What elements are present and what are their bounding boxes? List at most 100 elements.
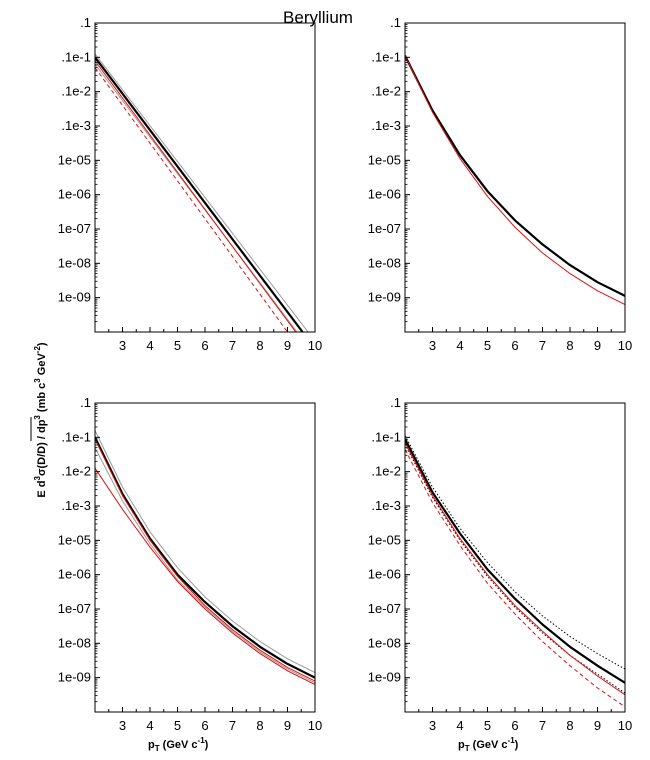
plot-frame [404, 22, 626, 333]
y-tick-label: 1e-06 [368, 187, 401, 202]
ylabel-unit-mid: GeV [36, 353, 48, 379]
x-tick-label: 8 [566, 718, 573, 733]
y-tick-label: .1e-1 [61, 49, 91, 64]
series-line-1 [405, 55, 625, 305]
y-tick-label: 1e-08 [58, 255, 91, 270]
series-line-1 [95, 447, 315, 684]
x-axis-label-right: pT (GeV c-1) [458, 736, 519, 753]
x-tick-label: 8 [256, 338, 263, 353]
series-line-0 [405, 55, 625, 297]
y-tick-label: 1e-07 [58, 221, 91, 236]
xlabel-sub: T [465, 744, 470, 753]
ylabel-sup4: -2 [33, 346, 42, 354]
y-tick-label: 1e-07 [368, 601, 401, 616]
ylabel-sigma: σ( [36, 464, 48, 476]
x-tick-label: 3 [119, 338, 126, 353]
x-tick-label: 10 [618, 718, 632, 733]
series-group [95, 53, 309, 332]
xlabel-unit: (GeV c [470, 739, 508, 751]
x-tick-label: 7 [539, 338, 546, 353]
svg-text:pT (GeV c-1): pT (GeV c-1) [148, 736, 209, 753]
x-tick-label: 4 [146, 718, 153, 733]
series-line-2 [95, 56, 304, 332]
y-tick-label: .1e-3 [371, 118, 401, 133]
ylabel-sup2: 3 [33, 415, 42, 420]
x-tick-label: 5 [174, 718, 181, 733]
y-tick-label: .1 [390, 15, 401, 30]
ylabel-sup3: 3 [33, 378, 42, 383]
y-tick-label: 1e-06 [368, 567, 401, 582]
y-tick-label: .1e-3 [61, 498, 91, 513]
x-tick-label: 5 [484, 338, 491, 353]
xlabel-sub: T [155, 744, 160, 753]
x-tick-label: 4 [456, 718, 463, 733]
xlabel-close: ) [515, 739, 519, 751]
series-line-0 [405, 435, 625, 670]
plot-frame [94, 22, 316, 333]
ylabel-sup1: 3 [33, 475, 42, 480]
xlabel-p: p [458, 739, 465, 751]
series-line-4 [95, 67, 288, 332]
svg-text:E d3σ(D/D) / dp3 (mb c3 GeV-2: E d3σ(D/D) / dp3 (mb c3 GeV-2) [33, 342, 48, 498]
series-line-2 [95, 436, 315, 679]
figure-title: Beryllium [283, 8, 353, 27]
y-tick-label: 1e-09 [58, 670, 91, 685]
series-line-0 [95, 430, 315, 673]
chart-panel-bottom-right: 3 4 5 6 7 8 9 10 .1 .1e-1 .1e-2 .1e-3 1e-05 1e-06 1e-0… [368, 395, 632, 733]
x-tick-label: 6 [201, 338, 208, 353]
y-tick-label: 1e-05 [58, 532, 91, 547]
y-tick-label: .1e-2 [61, 464, 91, 479]
x-tick-label: 6 [511, 338, 518, 353]
x-tick-label: 8 [256, 718, 263, 733]
y-tick-label: 1e-08 [58, 635, 91, 650]
y-tick-label: .1e-2 [371, 84, 401, 99]
series-group [405, 55, 625, 305]
x-tick-label: 9 [284, 718, 291, 733]
x-tick-label: 4 [146, 338, 153, 353]
ylabel-close: ) / dp [36, 419, 48, 446]
x-tick-label: 10 [308, 338, 322, 353]
y-tick-label: .1e-3 [61, 118, 91, 133]
series-line-1 [405, 438, 625, 684]
chart-panel-top-left: 3 4 5 6 7 8 9 10 .1 .1e-1 .1e-2 .1e-3 1e-05 1e-06 1e-0… [58, 15, 322, 353]
panels: 3 4 5 6 7 8 9 10 .1 .1e-1 .1e-2 .1e-3 1e-05 1e-06 1e-0… [58, 15, 632, 733]
x-tick-label: 5 [174, 338, 181, 353]
series-line-3 [95, 438, 315, 682]
x-tick-label: 4 [456, 338, 463, 353]
x-tick-label: 7 [229, 338, 236, 353]
plot-frame [404, 402, 626, 713]
xlabel-unit: (GeV c [160, 739, 198, 751]
series-line-0 [95, 53, 309, 332]
chart-panel-bottom-left: 3 4 5 6 7 8 9 10 .1 .1e-1 .1e-2 .1e-3 1e-05 1e-06 1e-0… [58, 395, 322, 733]
xlabel-sup: -1 [508, 736, 516, 745]
y-tick-label: .1 [390, 395, 401, 410]
x-tick-label: 3 [119, 718, 126, 733]
svg-text:pT (GeV c-1): pT (GeV c-1) [458, 736, 519, 753]
series-line-2 [405, 443, 625, 694]
series-group [95, 430, 315, 685]
x-tick-label: 10 [308, 718, 322, 733]
series-line-4 [95, 467, 315, 685]
y-tick-label: 1e-07 [58, 601, 91, 616]
y-tick-label: 1e-08 [368, 635, 401, 650]
x-tick-label: 7 [229, 718, 236, 733]
series-line-3 [405, 442, 625, 696]
x-tick-label: 6 [511, 718, 518, 733]
x-tick-label: 8 [566, 338, 573, 353]
series-line-3 [95, 60, 297, 332]
y-tick-label: 1e-09 [58, 290, 91, 305]
y-tick-label: 1e-08 [368, 255, 401, 270]
x-tick-label: 10 [618, 338, 632, 353]
y-tick-label: 1e-05 [58, 152, 91, 167]
y-tick-label: .1 [80, 15, 91, 30]
series-line-4 [405, 449, 625, 708]
x-tick-label: 3 [429, 718, 436, 733]
ylabel-unit-close: ) [36, 342, 48, 346]
y-axis-label: E d3σ(D/D) / dp3 (mb c3 GeV-2) [30, 342, 48, 498]
x-tick-label: 7 [539, 718, 546, 733]
y-tick-label: 1e-07 [368, 221, 401, 236]
y-tick-label: .1e-1 [61, 429, 91, 444]
y-tick-label: .1e-1 [371, 429, 401, 444]
x-tick-label: 5 [484, 718, 491, 733]
